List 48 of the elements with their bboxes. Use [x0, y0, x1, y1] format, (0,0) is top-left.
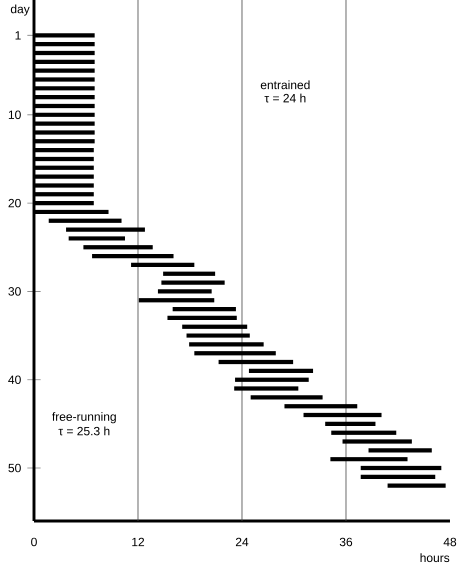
y-tick-label: 20	[8, 198, 21, 208]
bar	[167, 316, 237, 320]
bar	[131, 262, 194, 268]
bar	[235, 378, 309, 382]
bar	[163, 272, 216, 276]
bar	[194, 351, 276, 356]
x-axis-title: hours	[420, 553, 450, 562]
bar	[304, 412, 382, 418]
x-tick-label: 0	[31, 538, 37, 546]
y-tick-label: 40	[8, 375, 21, 384]
bar	[138, 298, 214, 302]
x-tick-label: 48	[444, 538, 456, 546]
x-tick-label: 12	[132, 538, 144, 546]
y-tick-label: 10	[8, 110, 21, 120]
bar	[68, 236, 125, 241]
bar	[48, 218, 122, 223]
bar	[360, 466, 442, 470]
annotation: entrained	[260, 80, 310, 90]
bar	[368, 448, 432, 452]
y-axis-title: day	[10, 4, 30, 16]
x-tick-label: 24	[236, 538, 248, 546]
bar	[234, 386, 298, 391]
annotation: τ = 25.3 h	[58, 426, 110, 436]
y-tick-label: 30	[8, 287, 21, 296]
bar	[388, 484, 446, 488]
y-tick-label: 50	[8, 464, 21, 472]
bar	[158, 289, 212, 294]
bar	[284, 404, 358, 408]
bar	[66, 227, 145, 232]
bar	[250, 395, 323, 400]
bar	[189, 342, 264, 347]
bar	[186, 333, 250, 338]
bar	[331, 430, 396, 435]
bar	[83, 245, 153, 250]
x-tick-label: 36	[340, 538, 352, 546]
bar	[182, 324, 248, 329]
bar	[92, 254, 174, 258]
bar	[172, 306, 236, 312]
bar	[342, 439, 412, 444]
annotation: τ = 24 h	[264, 94, 306, 102]
bar	[161, 280, 225, 285]
bar	[360, 474, 436, 479]
bar	[325, 422, 376, 426]
annotation: free-running	[52, 412, 116, 424]
bar	[218, 360, 294, 364]
bar	[248, 368, 314, 374]
y-tick-label: 1	[16, 31, 21, 40]
bar	[330, 457, 408, 462]
